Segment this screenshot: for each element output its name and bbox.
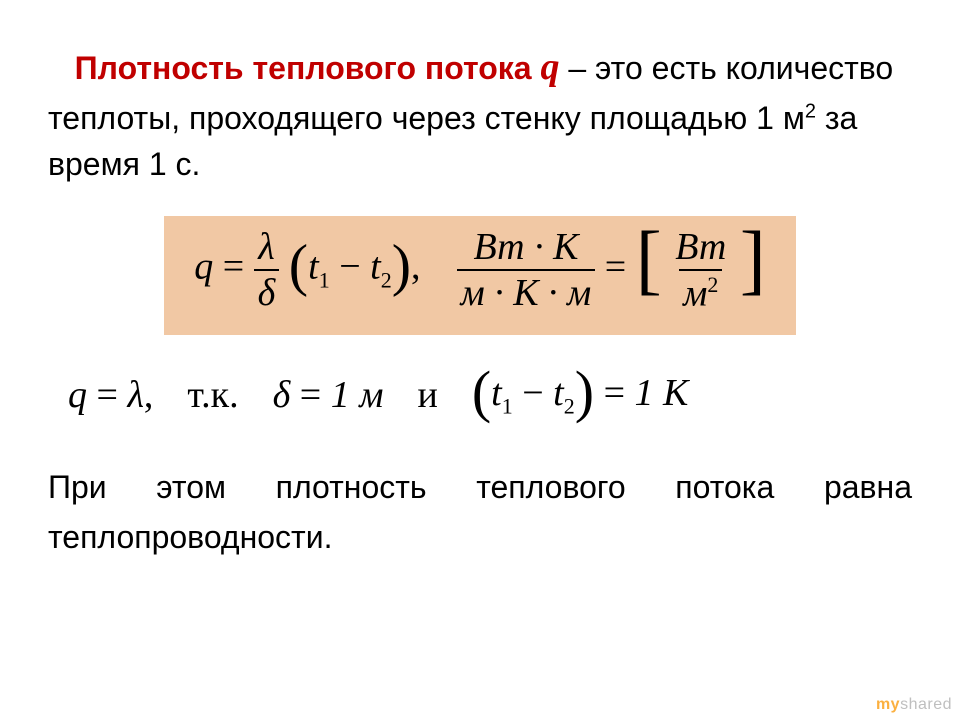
- equals-sign-2: =: [605, 246, 636, 288]
- eq3: =: [300, 374, 331, 416]
- result-fraction: Вт м2: [671, 228, 730, 313]
- sub1: 1: [319, 268, 330, 293]
- term-text: Плотность теплового потока: [75, 50, 532, 86]
- term-symbol: q: [540, 46, 559, 88]
- result-num: Вт: [671, 228, 730, 269]
- units-fraction: Вт · К м · К · м: [457, 228, 596, 312]
- and-label: и: [418, 373, 438, 417]
- dt-eq-1K: (t1 − t2) = 1 К: [472, 371, 688, 420]
- lambda-over-delta: λ δ: [254, 228, 280, 312]
- watermark-my: my: [876, 696, 900, 713]
- units-num: Вт · К: [469, 228, 582, 269]
- minus-sign: −: [330, 246, 370, 288]
- watermark: myshared: [876, 696, 952, 714]
- units-den: м · К · м: [457, 269, 596, 312]
- minus2: −: [513, 372, 553, 414]
- t1: t: [308, 246, 319, 288]
- m-base: м: [683, 273, 707, 315]
- sub2: 2: [381, 268, 392, 293]
- t1b: t: [491, 372, 502, 414]
- slide: Плотность теплового потока q – это есть …: [0, 0, 960, 720]
- area-exponent: 2: [805, 100, 816, 122]
- close-paren: ): [392, 233, 411, 298]
- numerator-lambda: λ: [254, 228, 278, 269]
- conclusion-paragraph: При этом плотность теплового потока равн…: [48, 463, 912, 562]
- eq2: =: [97, 374, 128, 416]
- comma: ,: [411, 246, 421, 288]
- sub1b: 1: [502, 393, 513, 418]
- equals-sign: =: [223, 246, 244, 288]
- denominator-delta: δ: [254, 269, 280, 312]
- close-paren-2: ): [575, 359, 594, 424]
- q-eq-lambda: q = λ,: [68, 373, 153, 417]
- formula-part-2: Вт · К м · К · м = [ Вт м2 ]: [457, 228, 766, 313]
- lambda2: λ: [127, 374, 143, 416]
- t2: t: [370, 246, 381, 288]
- m-exp: 2: [707, 272, 718, 297]
- delta-val: 1 м: [331, 374, 384, 416]
- q2: q: [68, 374, 87, 416]
- because-label: т.к.: [187, 373, 238, 417]
- open-bracket: [: [636, 215, 662, 302]
- formula-part-1: q = λ δ (t1 − t2),: [194, 228, 420, 312]
- open-paren-2: (: [472, 359, 491, 424]
- close-bracket: ]: [740, 215, 766, 302]
- q-symbol: q: [194, 246, 213, 288]
- dt-val: 1 К: [635, 372, 689, 414]
- secondary-formula: q = λ, т.к. δ = 1 м и (t1 − t2) = 1 К: [68, 371, 912, 420]
- def-dash: –: [568, 50, 595, 86]
- delta-eq-1m: δ = 1 м: [273, 373, 384, 417]
- eq4: =: [604, 372, 635, 414]
- definition-paragraph: Плотность теплового потока q – это есть …: [48, 40, 912, 188]
- delta-sym: δ: [273, 374, 291, 416]
- result-den: м2: [679, 269, 722, 313]
- comma2: ,: [144, 374, 154, 416]
- main-formula: q = λ δ (t1 − t2), Вт · К м · К · м = [ …: [164, 216, 796, 335]
- open-paren: (: [289, 233, 308, 298]
- watermark-shared: shared: [900, 696, 952, 713]
- t2b: t: [553, 372, 564, 414]
- sub2b: 2: [564, 393, 575, 418]
